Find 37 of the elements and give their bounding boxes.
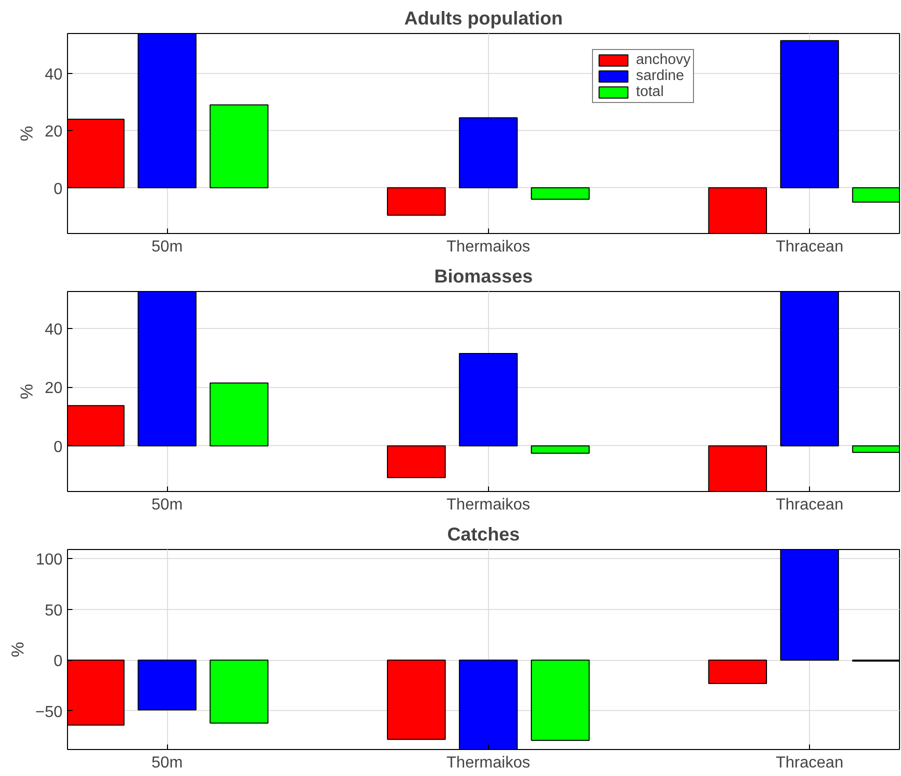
y-tick-label: 0 [54, 653, 63, 670]
bar [386, 445, 446, 478]
bar [530, 187, 590, 200]
chart-title: Adults population [404, 8, 563, 28]
legend-label: sardine [636, 68, 684, 84]
x-tick-label: Thermaikos [446, 496, 530, 514]
bar [210, 104, 268, 188]
bar [780, 40, 839, 188]
x-tick-label: 50m [152, 754, 183, 772]
bar [458, 117, 518, 188]
bar [386, 187, 446, 216]
x-tick-label: Thermaikos [446, 754, 530, 772]
x-tick-label: Thracean [776, 496, 844, 514]
x-tick-label: 50m [152, 496, 183, 514]
y-tick-label: 0 [54, 438, 63, 456]
y-axis-title: % [7, 642, 28, 658]
x-tick-label: Thracean [776, 754, 844, 772]
chart-title: Catches [447, 524, 520, 544]
y-tick-label: 20 [44, 380, 63, 398]
y-tick-label: 50 [44, 602, 63, 620]
x-tick-label: Thracean [776, 238, 844, 256]
y-tick-label: 0 [54, 180, 63, 198]
y-tick-label: 40 [44, 321, 63, 338]
bar [458, 353, 518, 446]
y-axis-title: % [16, 126, 37, 142]
y-tick-label: 40 [44, 66, 63, 84]
legend-label: total [636, 84, 664, 100]
y-axis-title: % [16, 384, 37, 400]
bar [210, 382, 268, 446]
bar [530, 445, 590, 454]
legend-label: anchovy [636, 52, 691, 68]
y-tick-label: 20 [44, 124, 63, 141]
x-tick-label: Thermaikos [446, 238, 530, 256]
y-tick-label: 100 [36, 552, 63, 569]
y-tick-label: −50 [35, 704, 63, 721]
x-tick-label: 50m [152, 238, 183, 256]
chart-title: Biomasses [434, 266, 533, 286]
